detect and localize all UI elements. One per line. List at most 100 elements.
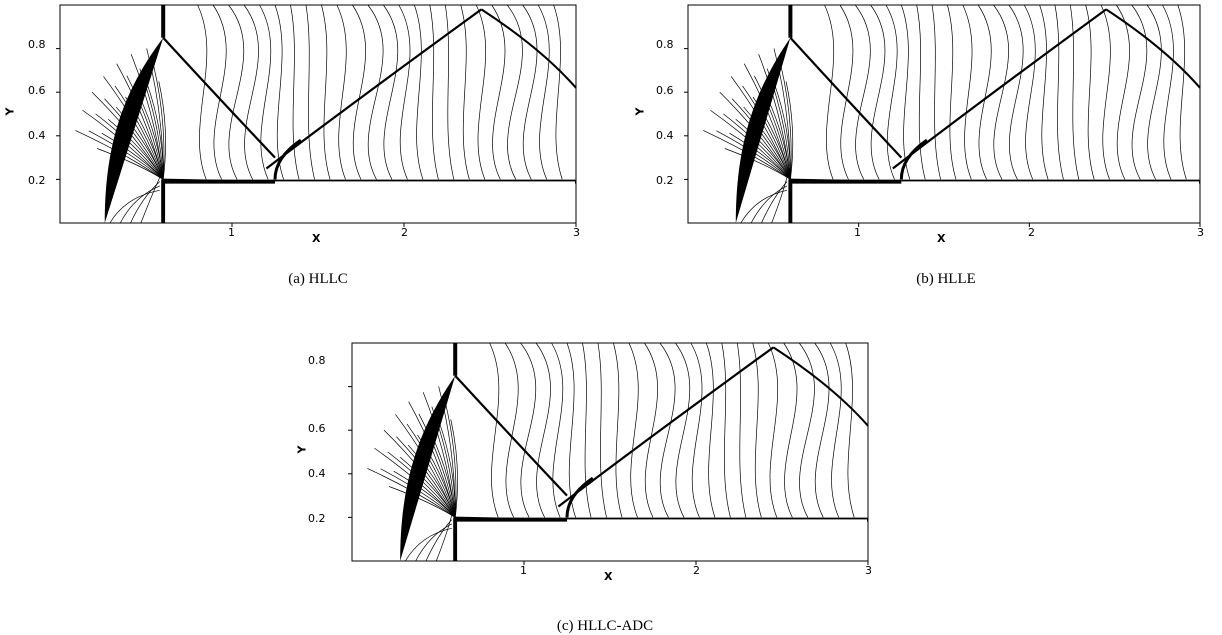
x-tick-label: 1 [854,226,861,239]
contour-line [1008,4,1024,180]
contour-line [367,4,384,180]
oblique-shock [454,374,568,497]
contour-line [814,342,830,518]
contour-line [140,177,161,224]
contour-line [870,4,886,180]
contour-line [95,113,164,180]
contour-line [387,451,456,518]
x-axis-label: X [604,570,613,583]
contour-line [274,4,284,180]
contour-line [977,4,992,180]
contour-line [829,342,842,518]
contour-line [752,342,762,518]
oblique-shock [789,36,903,159]
contour-line [212,4,227,180]
contour-line [336,4,347,180]
contour-line [388,486,456,518]
y-tick-label: 0.4 [308,467,326,480]
x-axis-label: X [312,232,321,245]
contour-line [321,4,331,180]
contour-line [290,4,300,180]
contour-line [767,342,779,518]
contour-line [1023,4,1036,180]
contour-line [243,4,259,180]
contour-line [885,4,898,180]
contour-line [845,342,855,518]
y-tick-label: 0.4 [656,129,674,142]
contour-line [993,4,1009,180]
contour-line [380,468,456,518]
plot-frame [59,4,577,224]
contour-line [1054,4,1064,180]
y-tick-label: 0.8 [28,38,46,51]
contour-line [566,342,576,518]
contour-line [947,4,957,180]
contour-line [305,4,315,180]
y-axis-label: Y [633,107,647,116]
contour-line [352,4,366,180]
contour-line [489,342,500,518]
contour-line [504,342,519,518]
contour-line [962,4,973,180]
contour-plot-c [348,342,869,565]
step-body [165,181,575,222]
x-tick-label: 3 [573,226,580,239]
reflected-shock [480,8,577,89]
contour-line [450,419,458,518]
figure-panel-b: Y X 0.8 0.6 0.4 0.2 1 2 3 (b) HLLE [624,0,1204,287]
contour-line [597,342,607,518]
contour-line [88,130,164,180]
contour-line [735,119,791,180]
contour-line [1039,4,1049,180]
contour-line [429,4,439,180]
contour-line [537,4,550,180]
y-tick-label: 0.2 [656,174,674,187]
x-tick-label: 2 [401,226,408,239]
reflected-shock-foot [899,138,928,180]
x-tick-label: 3 [865,564,872,577]
contour-line [839,4,854,180]
step-body [457,519,867,560]
contour-line [1116,4,1130,180]
contour-line [824,4,835,180]
contour-line [535,342,551,518]
bow-shock [735,37,791,224]
contour-line [551,342,564,518]
x-tick-label: 1 [228,226,235,239]
contour-line [724,148,791,180]
contour-line [783,342,798,518]
contour-line [1085,4,1095,180]
contour-line [445,402,457,518]
contour-line [158,81,166,180]
contour-line [1146,4,1162,180]
contour-line [901,4,911,180]
plot-frame [351,342,869,562]
y-tick-label: 0.8 [656,38,674,51]
contour-line [101,132,164,180]
x-tick-label: 2 [1028,226,1035,239]
contour-line [1131,4,1148,180]
contour-line [723,113,791,180]
contour-line [1162,4,1174,180]
contour-line [119,185,160,224]
contour-line [736,342,747,518]
contour-line [854,4,871,180]
contour-line [259,4,272,180]
figure-caption: (c) HLLC-ADC [556,618,654,634]
contour-line [104,98,164,180]
contour-line [644,342,658,518]
reflected-shock [1105,8,1201,89]
x-tick-label: 2 [693,564,700,577]
x-tick-label: 1 [520,564,527,577]
contour-line [740,189,788,224]
contour-line [750,185,788,224]
contour-line [1100,4,1111,180]
contour-plot-a [56,4,577,227]
contour-line [396,436,456,518]
y-tick-label: 0.4 [28,129,46,142]
contour-line [475,4,487,180]
reflected-shock-foot [565,476,594,518]
contour-line [1069,4,1080,180]
contour-plot-b [684,4,1201,227]
contour-line [109,189,160,224]
